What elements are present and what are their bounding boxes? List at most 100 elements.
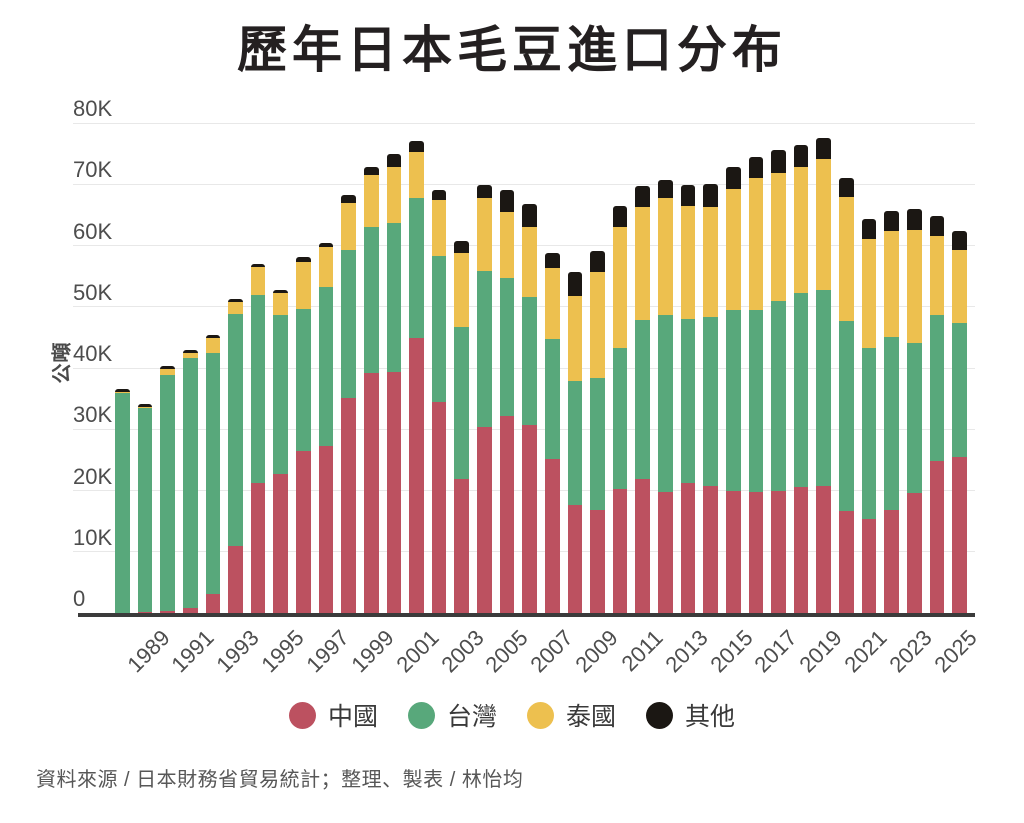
bar-2025[interactable] [952, 123, 967, 613]
segment-taiwan-2013[interactable] [680, 319, 696, 483]
bar-2004[interactable] [477, 123, 492, 613]
segment-thailand-2018[interactable] [793, 167, 809, 294]
segment-other-2000[interactable] [386, 153, 402, 168]
segment-thailand-2003[interactable] [454, 252, 469, 327]
segment-china-2023[interactable] [906, 492, 922, 613]
segment-other-2018[interactable] [793, 145, 809, 168]
bar-1998[interactable] [341, 123, 356, 613]
segment-other-2023[interactable] [906, 209, 922, 231]
segment-thailand-2019[interactable] [816, 159, 831, 291]
segment-china-2011[interactable] [635, 478, 650, 613]
segment-other-2006[interactable] [522, 203, 537, 228]
segment-china-1995[interactable] [273, 473, 288, 613]
segment-thailand-1990[interactable] [160, 369, 175, 376]
bar-1995[interactable] [273, 123, 288, 613]
bar-2019[interactable] [816, 123, 831, 613]
segment-china-2006[interactable] [522, 424, 537, 613]
legend-item-thailand[interactable]: 泰國 [527, 697, 616, 733]
bar-2014[interactable] [703, 123, 718, 613]
segment-taiwan-1989[interactable] [137, 407, 153, 612]
segment-taiwan-2022[interactable] [884, 336, 899, 510]
segment-taiwan-1991[interactable] [182, 358, 198, 608]
segment-china-1996[interactable] [296, 451, 311, 613]
segment-taiwan-1988[interactable] [115, 392, 130, 613]
segment-taiwan-2002[interactable] [431, 255, 447, 402]
bar-1992[interactable] [205, 123, 221, 613]
segment-taiwan-2015[interactable] [725, 309, 741, 492]
segment-other-1996[interactable] [296, 257, 311, 263]
bar-2005[interactable] [499, 123, 515, 613]
segment-china-2008[interactable] [567, 504, 583, 613]
segment-china-2010[interactable] [612, 489, 628, 613]
segment-china-2020[interactable] [839, 510, 854, 613]
segment-china-2022[interactable] [884, 509, 899, 613]
segment-other-2022[interactable] [884, 210, 899, 232]
segment-china-2007[interactable] [544, 458, 560, 613]
segment-taiwan-2000[interactable] [386, 222, 402, 373]
segment-other-2016[interactable] [748, 156, 764, 179]
segment-taiwan-2018[interactable] [793, 293, 809, 488]
segment-thailand-1999[interactable] [363, 175, 379, 227]
bar-1999[interactable] [363, 123, 379, 613]
segment-other-2025[interactable] [952, 231, 967, 251]
bar-2018[interactable] [793, 123, 809, 613]
segment-taiwan-2014[interactable] [703, 317, 718, 486]
segment-other-2012[interactable] [658, 179, 673, 199]
segment-thailand-2009[interactable] [590, 271, 605, 378]
segment-taiwan-2008[interactable] [567, 380, 583, 505]
bar-2016[interactable] [748, 123, 764, 613]
bar-2006[interactable] [522, 123, 537, 613]
segment-china-2003[interactable] [454, 479, 469, 613]
segment-taiwan-2023[interactable] [906, 342, 922, 493]
segment-taiwan-2020[interactable] [839, 320, 854, 511]
segment-taiwan-2025[interactable] [952, 322, 967, 457]
legend-item-china[interactable]: 中國 [288, 697, 378, 733]
segment-taiwan-2021[interactable] [861, 348, 877, 520]
segment-thailand-2011[interactable] [635, 206, 650, 320]
bar-1988[interactable] [115, 123, 130, 613]
segment-thailand-1997[interactable] [318, 247, 334, 288]
bar-2007[interactable] [544, 123, 560, 613]
segment-thailand-1998[interactable] [341, 202, 356, 250]
bar-2013[interactable] [680, 123, 696, 613]
segment-china-2019[interactable] [816, 485, 831, 613]
bar-2003[interactable] [454, 123, 469, 613]
segment-taiwan-1990[interactable] [160, 375, 175, 611]
segment-other-2002[interactable] [431, 189, 447, 201]
segment-thailand-2022[interactable] [884, 231, 899, 337]
segment-thailand-2004[interactable] [477, 198, 492, 271]
segment-thailand-2000[interactable] [386, 167, 402, 223]
bar-1997[interactable] [318, 123, 334, 613]
segment-thailand-2017[interactable] [771, 173, 786, 302]
segment-china-1999[interactable] [363, 372, 379, 613]
bar-2008[interactable] [567, 123, 583, 613]
segment-taiwan-1998[interactable] [341, 249, 356, 399]
segment-china-1991[interactable] [182, 607, 198, 613]
segment-thailand-2002[interactable] [431, 200, 447, 256]
segment-taiwan-2017[interactable] [771, 301, 786, 491]
bar-2001[interactable] [409, 123, 424, 613]
segment-taiwan-1992[interactable] [205, 352, 221, 595]
segment-other-2005[interactable] [499, 189, 515, 212]
bar-1993[interactable] [228, 123, 243, 613]
segment-other-1993[interactable] [228, 299, 243, 303]
segment-thailand-2005[interactable] [499, 211, 515, 278]
segment-china-2013[interactable] [680, 482, 696, 613]
segment-thailand-2020[interactable] [839, 197, 854, 321]
bar-2012[interactable] [658, 123, 673, 613]
segment-other-1991[interactable] [182, 349, 198, 353]
segment-china-2001[interactable] [409, 338, 424, 613]
segment-other-2008[interactable] [567, 272, 583, 297]
segment-other-1997[interactable] [318, 243, 334, 248]
segment-thailand-1989[interactable] [137, 407, 153, 408]
segment-thailand-1988[interactable] [115, 391, 130, 393]
segment-china-2002[interactable] [431, 401, 447, 613]
segment-other-2011[interactable] [635, 185, 650, 207]
segment-thailand-2013[interactable] [680, 205, 696, 320]
segment-taiwan-1999[interactable] [363, 226, 379, 373]
segment-other-1989[interactable] [137, 404, 153, 408]
bar-2015[interactable] [725, 123, 741, 613]
segment-china-2005[interactable] [499, 416, 515, 613]
segment-china-2000[interactable] [386, 372, 402, 613]
segment-other-2017[interactable] [771, 149, 786, 174]
